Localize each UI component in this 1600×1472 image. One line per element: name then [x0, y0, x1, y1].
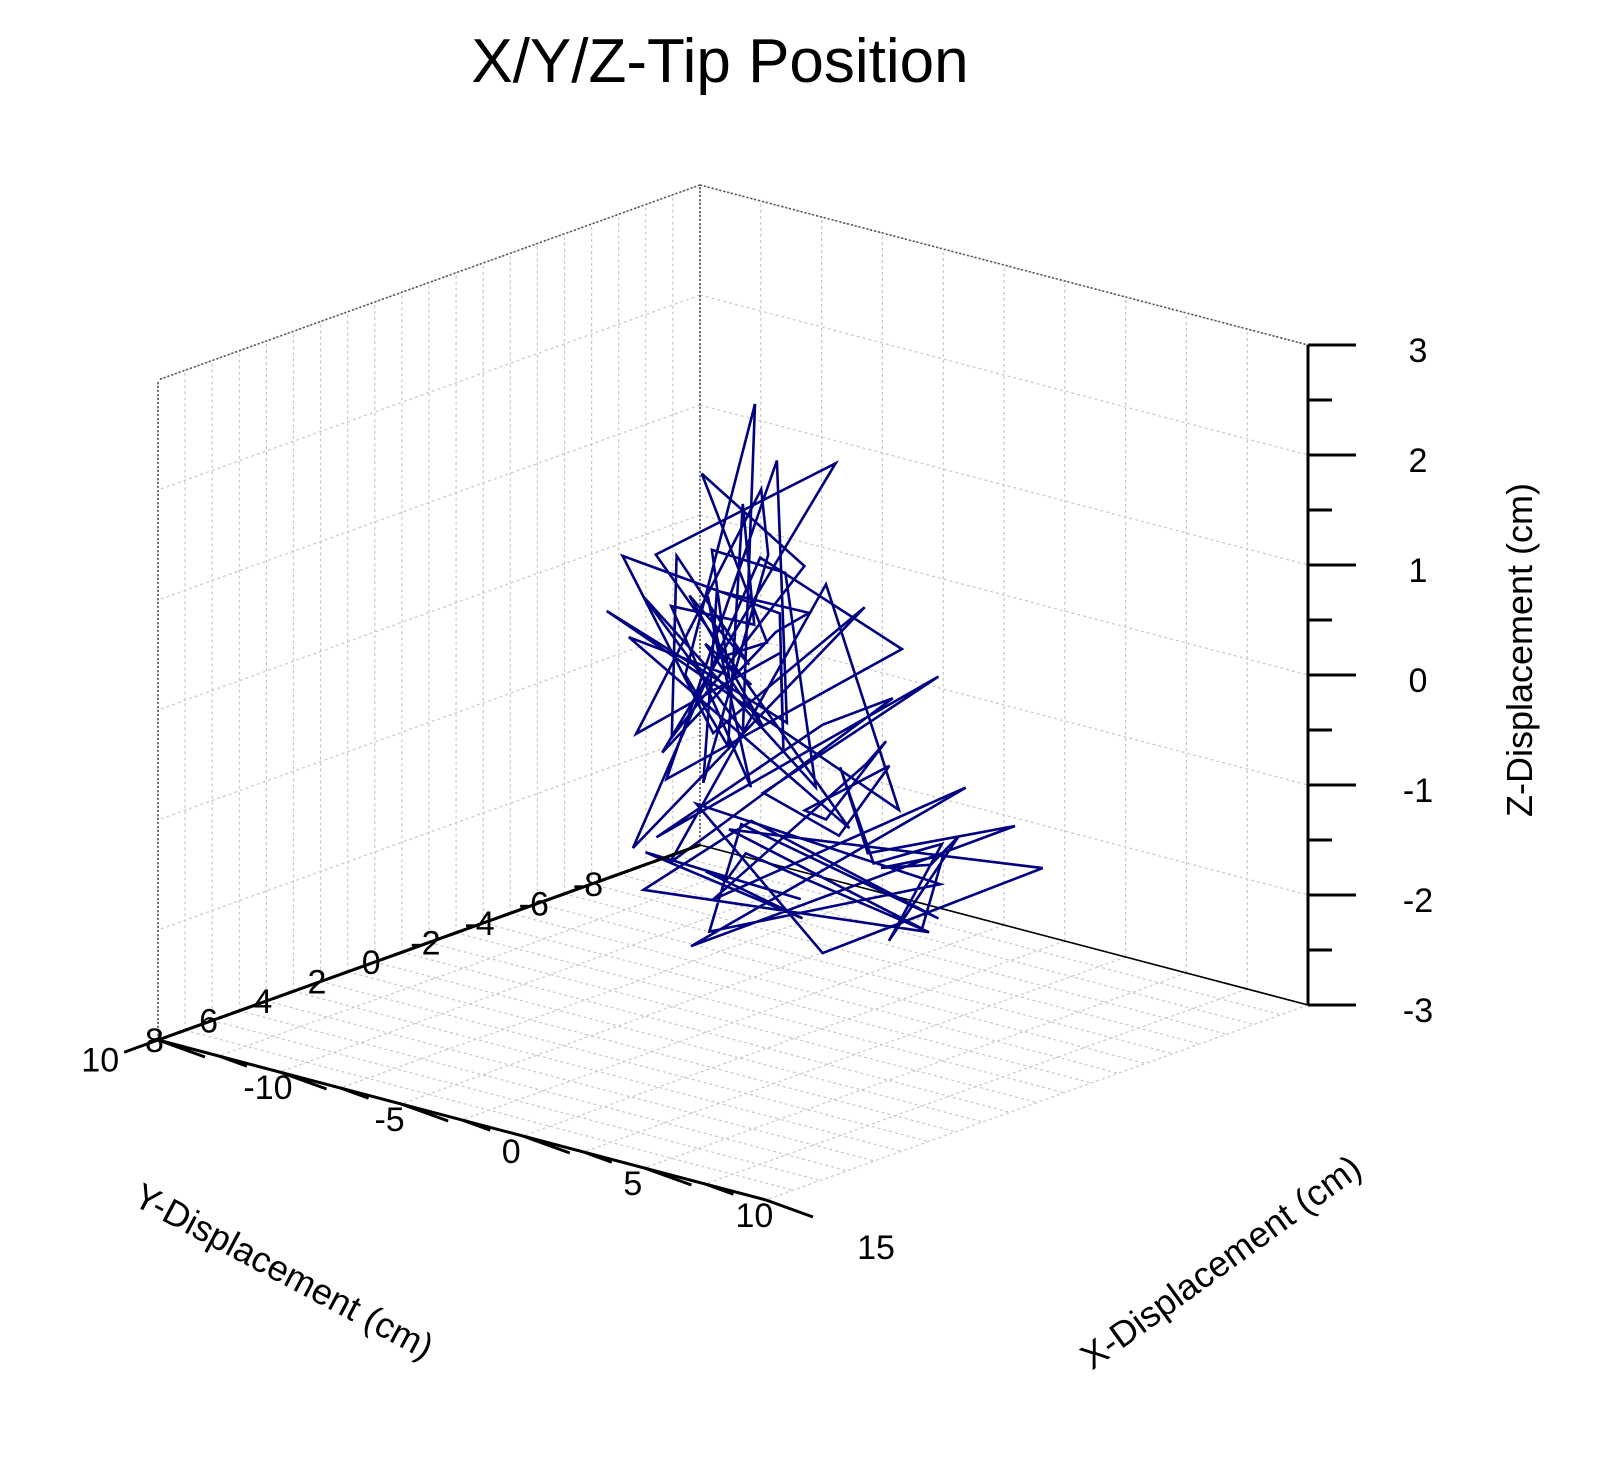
z-tick-label: 0: [1409, 662, 1428, 700]
floor-gridline-x: [765, 1004, 1309, 1201]
z-axis-label: Z-Displacement (cm): [1499, 483, 1540, 817]
floor-gridline-x: [583, 956, 1126, 1153]
z-tick-label: 2: [1409, 442, 1428, 480]
right-wall-gridline-z: [699, 514, 1309, 676]
floor-gridline-y: [510, 912, 1119, 1074]
left-wall-gridline-z: [157, 514, 701, 711]
x-minor-tick: [704, 1182, 734, 1196]
x-minor-tick: [583, 1150, 613, 1164]
y-tick-label: 4: [253, 983, 272, 1021]
floor-gridline-y: [239, 1010, 848, 1172]
floor-gridline-x: [644, 972, 1187, 1169]
x-major-tick: [157, 1038, 206, 1059]
x-tick-label: 15: [857, 1229, 895, 1267]
x-major-tick: [765, 1198, 814, 1219]
y-tick-label: -6: [519, 885, 549, 923]
z-tick-label: -2: [1403, 882, 1433, 920]
y-minor-tick: [489, 911, 511, 923]
floor-gridline-y: [401, 951, 1011, 1113]
floor-gridline-x: [704, 988, 1248, 1185]
grid-layer: [157, 184, 1309, 1201]
y-minor-tick: [163, 1028, 186, 1040]
y-axis-label: Y-Displacement (cm): [127, 1175, 440, 1367]
x-minor-tick: [461, 1118, 491, 1132]
y-tick-label: 2: [308, 963, 327, 1001]
floor-gridline-x: [340, 892, 883, 1089]
floor-gridline-y: [374, 961, 983, 1123]
y-tick-label: -8: [573, 866, 603, 904]
x-tick-label: 5: [623, 1165, 642, 1203]
x-minor-tick: [339, 1086, 370, 1100]
z-tick-label: -1: [1403, 772, 1433, 810]
x-axis-label: X-Displacement (cm): [1073, 1147, 1369, 1378]
chart-title: X/Y/Z-Tip Position: [471, 27, 968, 96]
y-minor-tick: [272, 989, 295, 1001]
box-frame: [157, 184, 1309, 1041]
left-wall-gridline-z: [157, 294, 701, 491]
floor-gridline-x: [522, 940, 1066, 1137]
floor-gridline-x: [461, 924, 1005, 1121]
x-tick-label: 0: [502, 1133, 521, 1171]
tip-position-trace: [605, 403, 1044, 955]
left-wall-gridline-z: [157, 734, 701, 931]
trace-layer: [605, 403, 1044, 955]
y-tick-label: 0: [362, 944, 381, 982]
floor-gridline-y: [266, 1000, 875, 1162]
y-tick-label: -2: [410, 924, 440, 962]
floor-back-right-edge: [699, 844, 1309, 1006]
z-tick-label: 3: [1409, 332, 1428, 370]
right-wall-gridline-z: [699, 184, 1309, 346]
left-wall-gridline-z: [157, 624, 701, 821]
y-tick-label: 10: [81, 1041, 119, 1079]
left-wall-gridline-z: [157, 404, 701, 601]
y-minor-tick: [543, 892, 566, 903]
z-tick-label: 1: [1409, 552, 1428, 590]
right-top-edge: [699, 184, 1309, 346]
x-tick-label: -5: [374, 1101, 404, 1139]
floor-gridline-y: [672, 854, 1282, 1016]
y-minor-tick: [380, 950, 403, 962]
x-major-tick: [522, 1134, 571, 1155]
y-minor-tick: [326, 970, 349, 981]
x-major-tick: [400, 1102, 449, 1123]
x-major-tick: [279, 1070, 328, 1091]
right-wall-gridline-z: [699, 624, 1309, 786]
y-major-tick: [123, 1038, 159, 1054]
x-major-tick: [643, 1166, 692, 1187]
x-minor-tick: [218, 1054, 248, 1068]
y-tick-label: -4: [464, 905, 494, 943]
y-tick-label: 6: [199, 1002, 218, 1040]
y-minor-tick: [434, 931, 457, 942]
floor-gridline-x: [279, 876, 822, 1073]
right-wall-gridline-z: [699, 294, 1309, 456]
z-tick-label: -3: [1403, 992, 1433, 1030]
y-minor-tick: [218, 1009, 240, 1020]
left-top-edge: [157, 184, 701, 381]
floor-gridline-y: [537, 902, 1146, 1065]
axes-layer: [123, 343, 1356, 1219]
x-tick-label: -10: [243, 1069, 292, 1107]
y-tick-label: 8: [145, 1022, 164, 1060]
right-wall-gridline-z: [699, 404, 1309, 566]
x-tick-label: 10: [735, 1197, 773, 1235]
y-minor-tick: [651, 853, 674, 864]
y-minor-tick: [597, 872, 620, 884]
